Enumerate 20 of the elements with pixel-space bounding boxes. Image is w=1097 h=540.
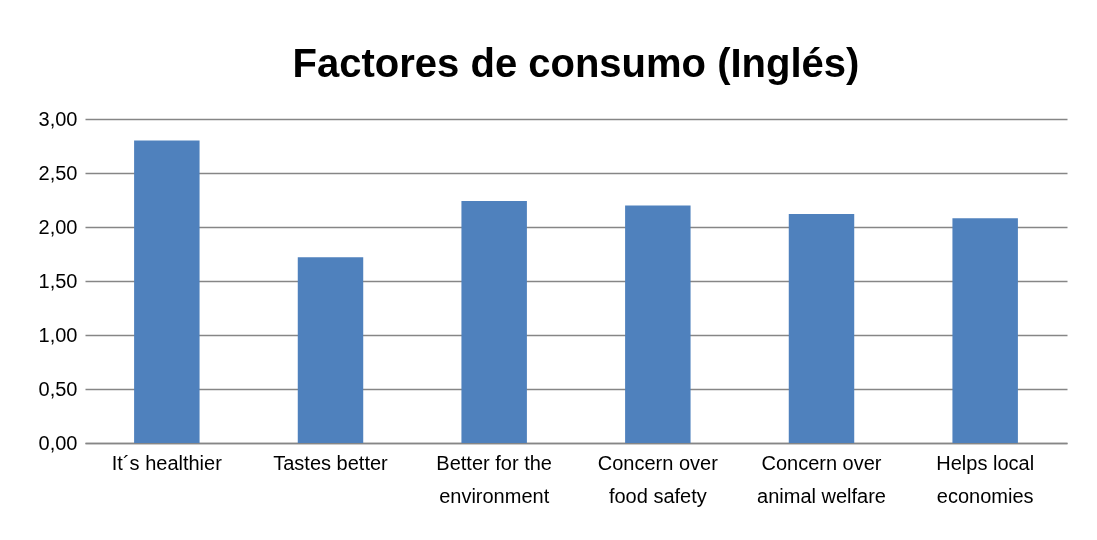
x-tick-label: Helps local economies [936, 451, 1035, 507]
chart-title: Factores de consumo (Inglés) [292, 41, 860, 85]
x-tick-label: Concern over food safety [597, 451, 719, 507]
y-tick-label: 2,50 [38, 161, 78, 184]
y-tick-label: 0,00 [38, 431, 78, 454]
bar [134, 140, 200, 443]
y-tick-label: 1,00 [38, 323, 78, 346]
bar [952, 218, 1018, 443]
bar [625, 205, 691, 443]
x-tick-label: Concern over animal welfare [757, 451, 886, 507]
bar [461, 201, 527, 443]
y-tick-label: 0,50 [38, 377, 78, 400]
y-tick-label: 2,00 [38, 215, 78, 238]
bar [788, 214, 855, 443]
x-tick-label: It´s healthier [111, 451, 223, 474]
bar [297, 257, 364, 443]
x-tick-label: Tastes better [273, 451, 389, 474]
y-tick-label: 1,50 [38, 269, 78, 292]
x-tick-label: Better for the environment [436, 451, 552, 507]
y-tick-label: 3,00 [38, 107, 78, 130]
